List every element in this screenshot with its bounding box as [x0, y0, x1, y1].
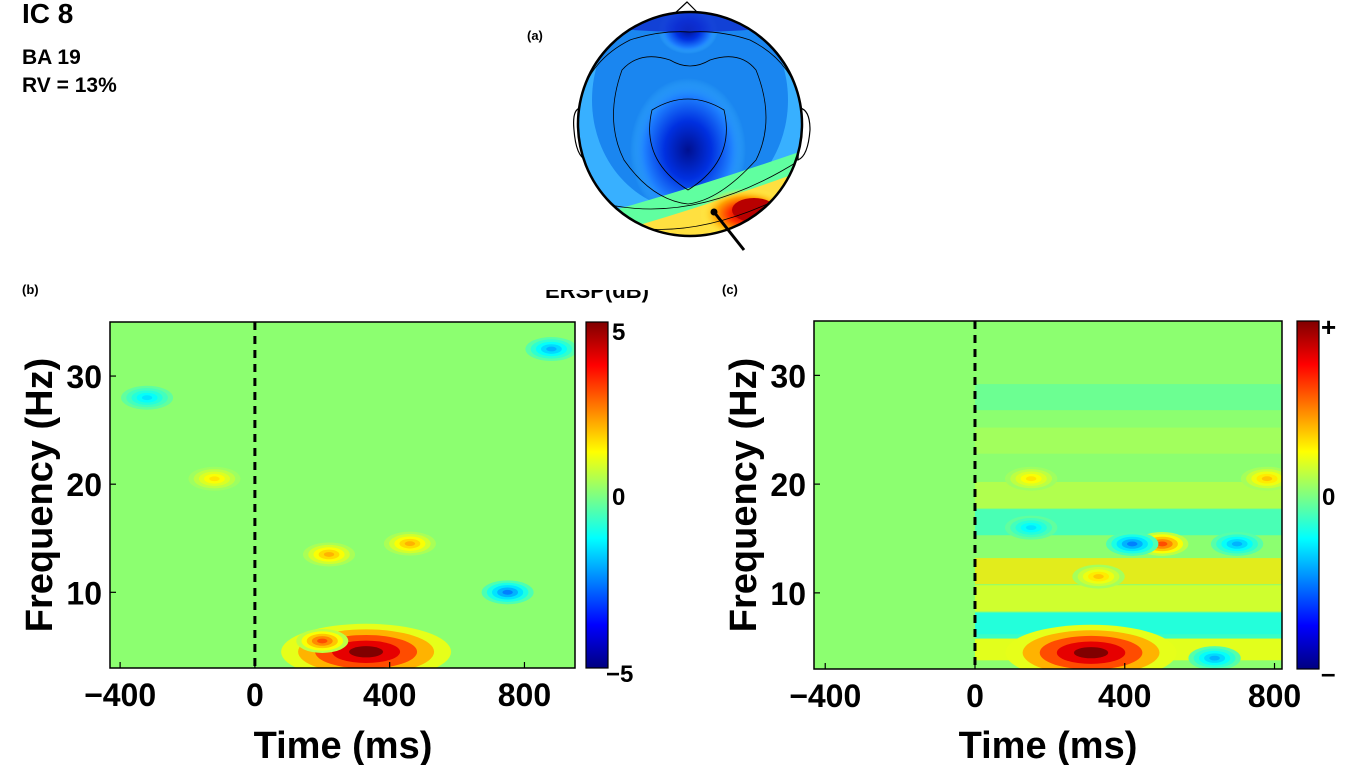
dipole-marker	[712, 211, 746, 251]
heatmap-blob	[1093, 574, 1104, 579]
y-axis-label: Frequency (Hz)	[19, 358, 61, 632]
y-tick-label: 30	[770, 358, 806, 394]
panel-a-label: (a)	[527, 28, 543, 43]
y-tick-label: 10	[66, 575, 102, 611]
x-tick-label: −400	[789, 678, 861, 714]
panel-b-label: (b)	[22, 282, 39, 297]
y-tick-label: 30	[66, 359, 102, 395]
head-outline	[576, 10, 804, 238]
heatmap-blob	[209, 476, 220, 482]
heatmap-blob	[546, 346, 557, 352]
heatmap-blob	[1025, 476, 1037, 482]
colorbar-b	[585, 321, 609, 669]
heatmap-blob	[1127, 541, 1138, 547]
heatmap-band	[974, 384, 1282, 411]
itc-chart: −400 0 400 800 10 20 30 Time (ms) Frequency (…	[723, 312, 1336, 765]
x-tick-label: 800	[498, 677, 551, 713]
colorbar-title: ERSP(dB)	[545, 290, 649, 303]
heatmap-blob	[1025, 525, 1037, 531]
brodmann-area-label: BA 19	[22, 46, 81, 69]
x-tick-label: 800	[1248, 678, 1301, 714]
x-axis-label: Time (ms)	[254, 725, 433, 765]
x-tick-label: 400	[363, 677, 416, 713]
heatmap-blob	[141, 395, 153, 401]
x-tick-label: 0	[966, 678, 984, 714]
heatmap-band	[974, 427, 1282, 454]
heatmap-blob	[1209, 655, 1220, 661]
heatmap-blob	[323, 552, 335, 557]
y-axis-label: Frequency (Hz)	[723, 358, 765, 632]
x-tick-label: −400	[84, 677, 156, 713]
figure-title: IC 8	[22, 0, 74, 29]
colorbar-tick-max: 5	[612, 319, 625, 346]
y-tick-label: 20	[770, 467, 806, 503]
x-axis-label: Time (ms)	[959, 725, 1138, 765]
heatmap-blob	[404, 541, 416, 547]
colorbar-tick-zero: 0	[1322, 484, 1335, 511]
residual-variance-label: RV = 13%	[22, 74, 117, 97]
y-tick-label: 10	[770, 576, 806, 612]
colorbar-tick-minus: –	[1321, 658, 1335, 688]
heatmap-blob	[1231, 541, 1243, 547]
heatmap-blob	[1261, 476, 1273, 482]
heatmap-blob	[317, 638, 328, 644]
ersp-chart: −400 0 400 800 10 20 30 Time (ms) Frequency (…	[19, 290, 649, 765]
x-tick-label: 0	[246, 677, 264, 713]
colorbar-c	[1296, 320, 1320, 670]
colorbar-tick-zero: 0	[612, 484, 625, 511]
y-tick-label: 20	[66, 467, 102, 503]
scalp-topography	[573, 1, 811, 251]
heatmap-band	[974, 585, 1282, 612]
heatmap-blob	[349, 646, 384, 658]
heatmap-blob	[1073, 647, 1109, 659]
colorbar-tick-plus: +	[1321, 312, 1336, 342]
colorbar-tick-min: −5	[606, 661, 633, 688]
heatmap-blob	[1156, 541, 1168, 547]
heatmap-band	[974, 558, 1282, 585]
heatmap-blob	[502, 589, 513, 595]
plot-area-b	[110, 322, 575, 668]
x-tick-label: 400	[1098, 678, 1151, 714]
panel-c-label: (c)	[722, 282, 738, 297]
